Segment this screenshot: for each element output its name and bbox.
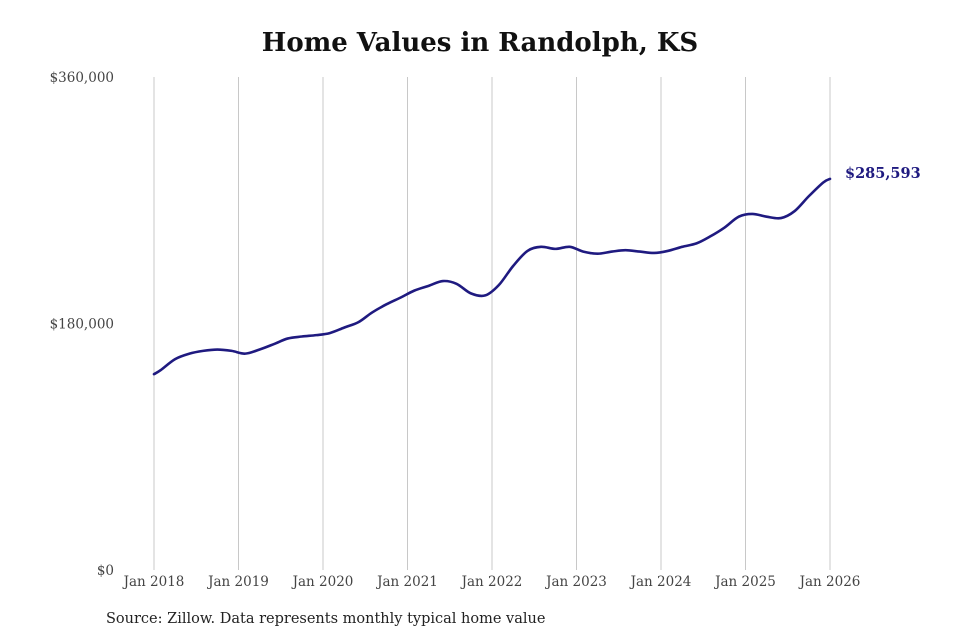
x-tick-label: Jan 2022 <box>460 574 523 590</box>
chart-title: Home Values in Randolph, KS <box>261 28 699 58</box>
y-axis-ticks: $0 $180,000 $360,000 <box>50 70 114 579</box>
y-tick-label: $360,000 <box>50 70 114 86</box>
y-tick-label: $0 <box>97 563 114 579</box>
x-tick-label: Jan 2020 <box>291 574 354 590</box>
x-tick-label: Jan 2024 <box>629 574 692 590</box>
x-tick-label: Jan 2023 <box>544 574 607 590</box>
x-tick-label: Jan 2021 <box>375 574 438 590</box>
x-tick-label: Jan 2018 <box>122 574 185 590</box>
x-axis-ticks: Jan 2018 Jan 2019 Jan 2020 Jan 2021 Jan 2022… <box>122 574 861 590</box>
annotations: $285,593 <box>845 165 921 182</box>
x-tick-label: Jan 2026 <box>798 574 861 590</box>
x-tick-label: Jan 2019 <box>206 574 269 590</box>
y-tick-label: $180,000 <box>50 317 114 333</box>
series <box>152 177 832 376</box>
x-tick-label: Jan 2025 <box>713 574 776 590</box>
gridlines <box>153 77 831 570</box>
source-note: Source: Zillow. Data represents monthly … <box>106 611 546 627</box>
series-line-0 <box>152 177 832 376</box>
end-value-label: $285,593 <box>845 165 921 182</box>
